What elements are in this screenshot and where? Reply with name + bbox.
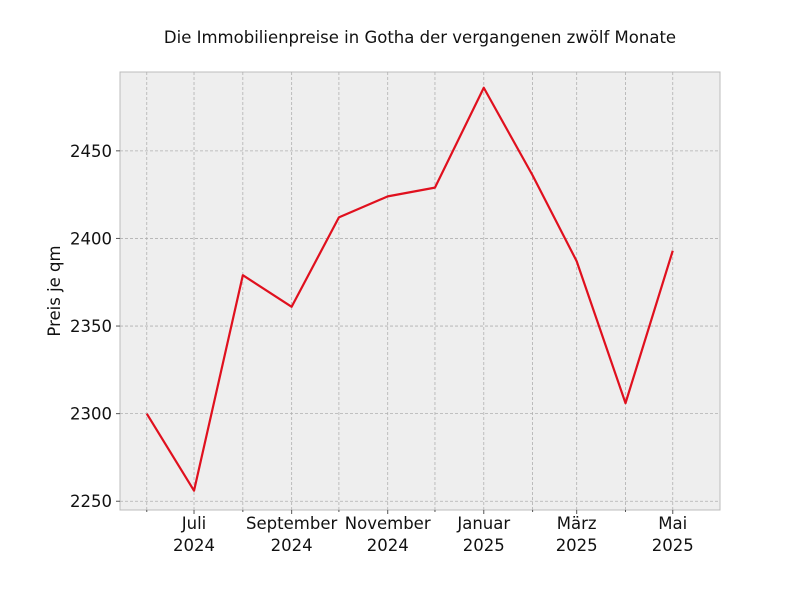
grid	[120, 72, 720, 510]
y-tick-label: 2400	[70, 229, 112, 248]
y-axis-label: Preis je qm	[45, 245, 64, 336]
x-tick-label: Mai 2025	[652, 514, 694, 555]
x-tick-label-year: 2024	[271, 536, 313, 555]
x-tick-label-month: Mai	[658, 514, 687, 533]
x-tick-label: Januar 2025	[456, 514, 510, 555]
y-tick-label: 2350	[70, 317, 112, 336]
series-layer	[145, 86, 674, 492]
x-tick-label: September 2024	[246, 514, 337, 555]
x-tick-label-year: 2025	[652, 536, 694, 555]
x-tick-label: Juli 2024	[173, 514, 215, 555]
x-tick-label-month: Juli	[181, 514, 207, 533]
x-tick-label-month: September	[246, 514, 337, 533]
x-tick-label-month: November	[345, 514, 431, 533]
series-line	[145, 86, 674, 492]
chart-title: Die Immobilienpreise in Gotha der vergan…	[164, 28, 676, 47]
y-tick-label: 2450	[70, 142, 112, 161]
plot-area	[119, 71, 721, 511]
y-tick-label: 2250	[70, 492, 112, 511]
x-tick-label-month: Januar	[456, 514, 510, 533]
x-tick-label-year: 2025	[556, 536, 598, 555]
x-tick-label-month: März	[557, 514, 597, 533]
y-tick-label: 2300	[70, 405, 112, 424]
x-tick-label-year: 2024	[367, 536, 409, 555]
x-tick-label-year: 2024	[173, 536, 215, 555]
x-tick-label: März 2025	[556, 514, 598, 555]
x-tick-label: November 2024	[345, 514, 431, 555]
x-tick-label-year: 2025	[463, 536, 505, 555]
axis-ticks: 2250 2300 2350 2400 2450 Juli 2024 September 202…	[70, 142, 694, 555]
